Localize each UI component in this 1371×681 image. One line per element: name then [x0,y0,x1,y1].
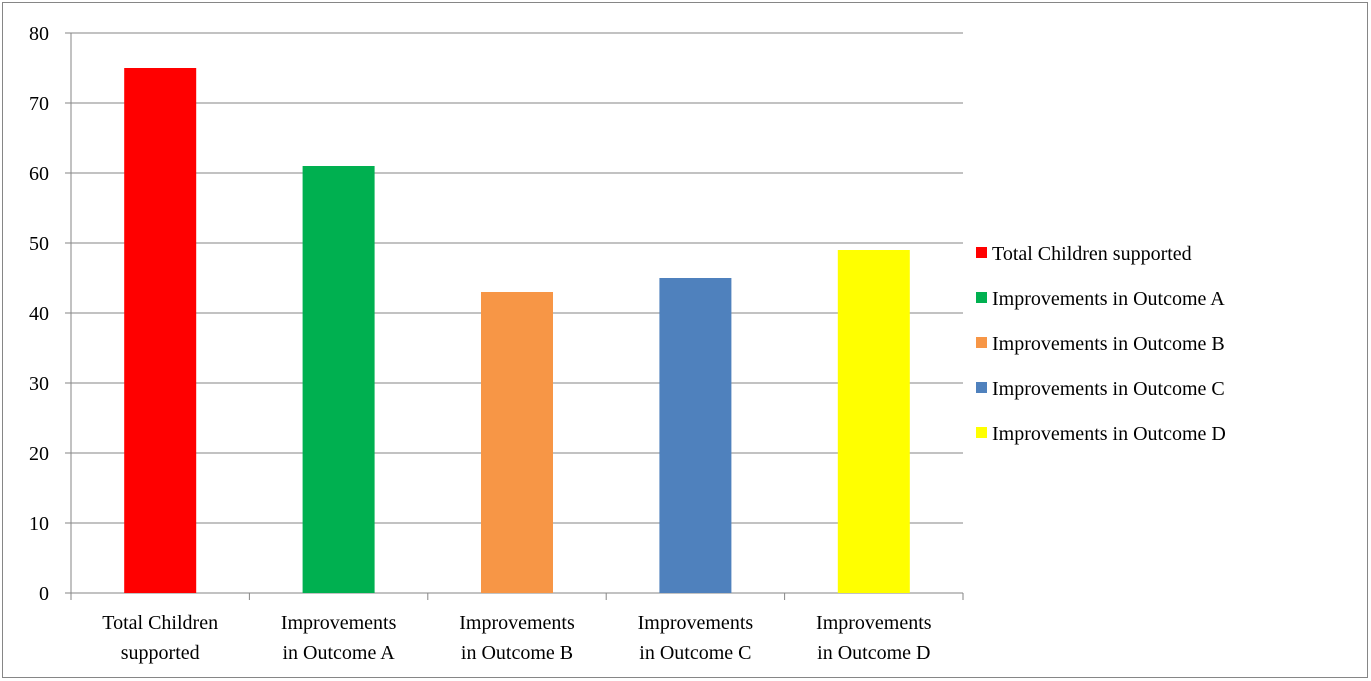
y-axis-tick-labels: 0 10 20 30 40 50 60 70 80 [29,23,49,605]
legend-swatch [976,247,987,258]
bars [124,68,910,593]
x-axis-category-labels: Total Children supported Improvements in Ou… [102,612,931,664]
y-tick-label: 80 [29,23,49,45]
x-category-label: in Outcome A [282,642,395,664]
legend-swatch [976,427,987,438]
legend-swatch [976,382,987,393]
bar [659,278,732,593]
bar [837,250,910,593]
x-category-label: in Outcome B [461,642,573,664]
legend-label: Improvements in Outcome D [992,423,1226,445]
bar [124,68,197,593]
legend-swatch [976,337,987,348]
x-category-label: supported [121,642,200,664]
bar [481,292,553,593]
gridlines [71,32,963,524]
y-tick-label: 20 [29,443,49,465]
y-tick-label: 0 [39,583,49,605]
x-category-label: in Outcome D [817,642,930,664]
x-category-label: Improvements [638,612,754,634]
legend-label: Improvements in Outcome A [992,288,1225,310]
bar [302,166,375,593]
y-tick-label: 10 [29,513,49,535]
legend-swatch [976,292,987,303]
legend: Total Children supported Improvements in … [976,243,1226,445]
x-category-label: in Outcome C [639,642,751,664]
y-tick-label: 70 [29,93,49,115]
legend-label: Total Children supported [992,243,1192,265]
x-category-label: Improvements [459,612,575,634]
x-category-label: Improvements [281,612,397,634]
y-tick-label: 40 [29,303,49,325]
y-tick-label: 30 [29,373,49,395]
y-tick-label: 60 [29,163,49,185]
legend-label: Improvements in Outcome B [992,333,1225,355]
x-category-label: Improvements [816,612,932,634]
y-tick-label: 50 [29,233,49,255]
x-category-label: Total Children [102,612,218,634]
legend-label: Improvements in Outcome C [992,378,1225,400]
